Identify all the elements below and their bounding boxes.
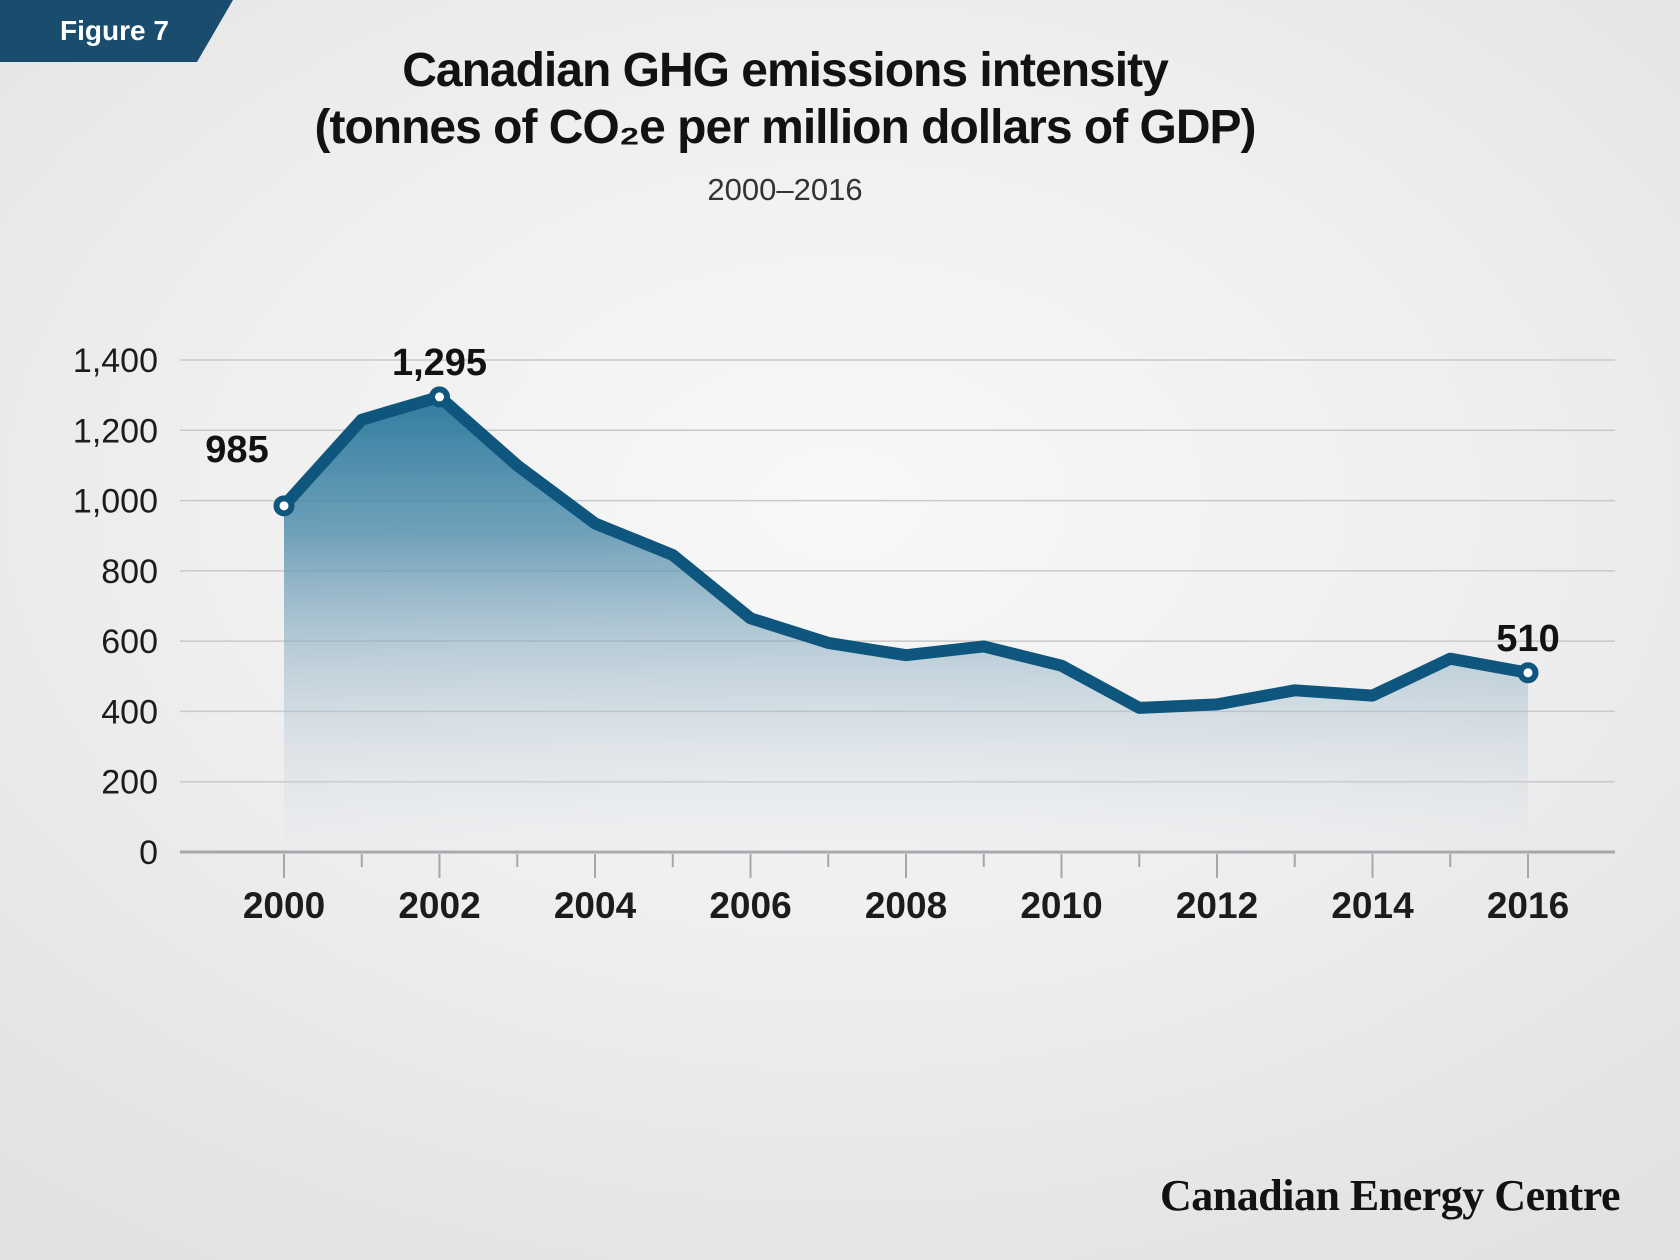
x-axis-label-2016: 2016 [1487,885,1569,926]
area-fill [284,396,1528,852]
y-axis-label-400: 400 [101,693,158,731]
data-point-2002 [429,386,450,408]
y-axis-label-800: 800 [101,553,158,591]
data-point-2016 [1517,662,1539,684]
y-axis-label-600: 600 [101,623,158,661]
x-axis-label-2006: 2006 [709,885,791,926]
y-axis-label-1000: 1,000 [73,483,158,521]
figure-tag-banner: Figure 7 [0,0,233,62]
data-label-2002: 1,295 [392,342,487,384]
chart-title-line1: Canadian GHG emissions intensity [402,44,1169,97]
data-point-2000 [273,495,295,517]
brand-logo: Canadian Energy Centre [1160,1171,1620,1220]
y-axis-label-1200: 1,200 [73,412,158,450]
chart-subtitle: 2000–2016 [707,172,863,207]
x-axis-label-2000: 2000 [243,885,325,926]
x-axis-label-2008: 2008 [865,885,947,926]
chart-title-line2: (tonnes of CO₂e per million dollars of G… [314,101,1256,154]
y-axis-label-0: 0 [139,834,158,872]
x-axis-label-2002: 2002 [398,885,480,926]
data-label-2000: 985 [205,429,268,471]
title-block: Canadian GHG emissions intensity (tonnes… [0,42,1570,208]
x-axis-label-2010: 2010 [1020,885,1102,926]
y-axis-label-1400: 1,400 [73,342,158,380]
x-axis-label-2012: 2012 [1176,885,1258,926]
figure-tag-label: Figure 7 [60,15,169,46]
y-axis-label-200: 200 [101,764,158,802]
data-label-2016: 510 [1496,618,1559,660]
trend-line [278,390,1534,714]
x-axis-label-2014: 2014 [1331,885,1414,926]
x-axis-label-2004: 2004 [554,885,637,926]
